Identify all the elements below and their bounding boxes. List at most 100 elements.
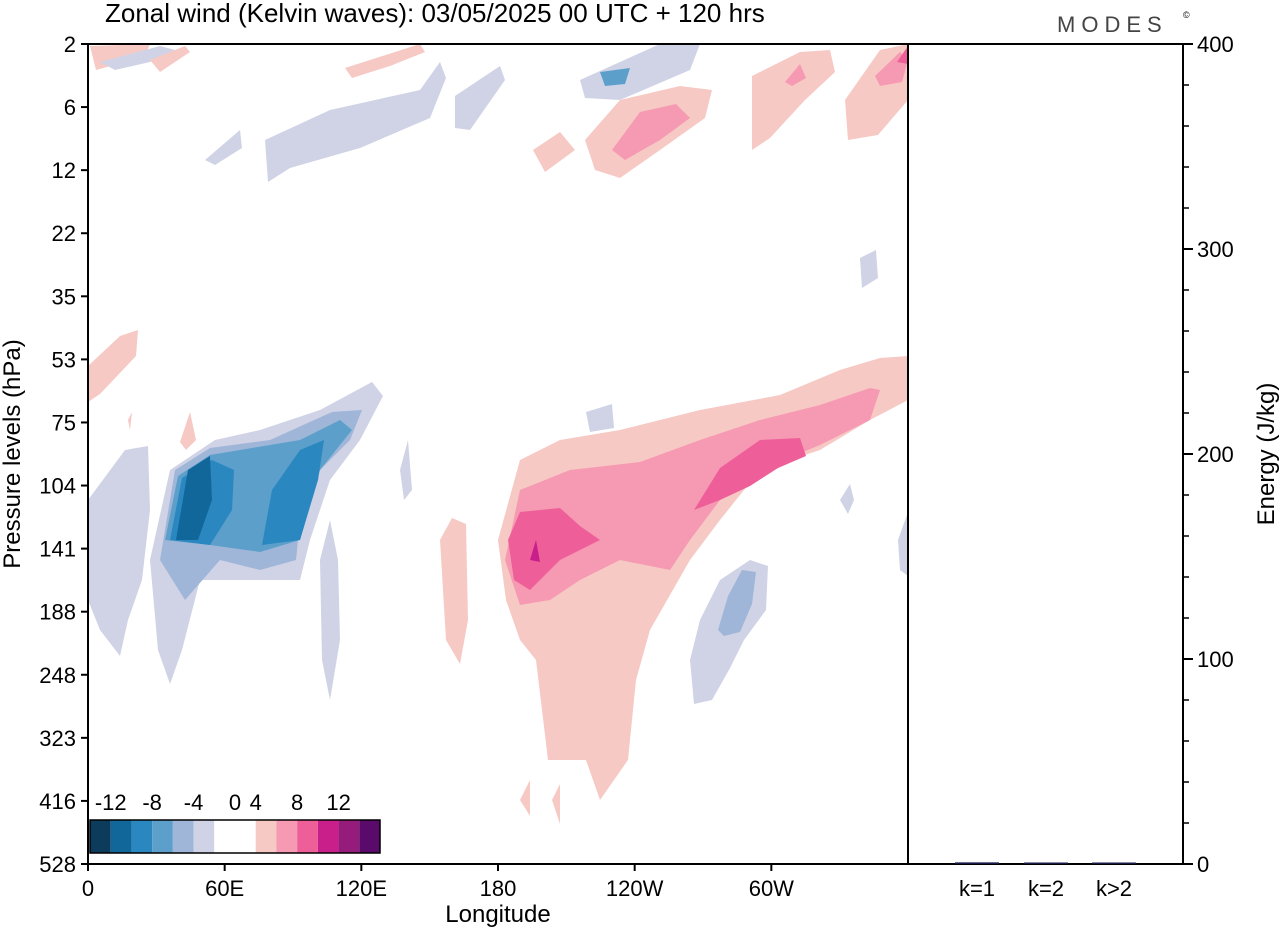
contour-region — [612, 104, 690, 160]
contour-region — [265, 62, 446, 182]
y-tick-label: 141 — [39, 537, 76, 562]
contour-region — [898, 512, 908, 576]
energy-frame — [907, 43, 1184, 865]
contour-region — [530, 540, 540, 562]
y-tick-label: 323 — [39, 726, 76, 751]
energy-tick-label: 300 — [1197, 237, 1234, 262]
heatmap-panel: 2 6 12 22 35 53 75 104 141 188 248 323 416 528 0 60E 12… — [0, 32, 909, 928]
energy-bars: k=1 k=2 k>2 — [955, 862, 1136, 901]
y-tick-label: 248 — [39, 663, 76, 688]
colorbar-label: -8 — [142, 790, 162, 815]
contour-region — [840, 484, 854, 514]
y-tick-label: 2 — [64, 32, 76, 57]
colorbar-swatch — [359, 820, 380, 853]
contour-region — [718, 570, 756, 636]
contour-region — [752, 50, 835, 150]
colorbar-swatch — [297, 820, 318, 853]
energy-bar — [1024, 862, 1068, 864]
contour-region — [100, 46, 175, 70]
y-tick-label: 75 — [52, 410, 76, 435]
contour-region — [586, 404, 614, 432]
y-tick-label: 6 — [64, 95, 76, 120]
contour-region — [455, 66, 505, 130]
brand-mark: © — [1183, 10, 1190, 20]
contour-region — [180, 412, 196, 450]
contour-region — [88, 446, 150, 656]
x-tick-label: 0 — [82, 876, 94, 901]
wind-contours — [88, 44, 908, 824]
contour-region — [785, 64, 806, 86]
colorbar-label: -12 — [95, 790, 127, 815]
energy-bar — [1092, 862, 1136, 864]
contour-region — [580, 44, 700, 100]
colorbar-legend: -12 -8 -4 0 4 8 12 — [89, 790, 381, 854]
y-axis-label: Pressure levels (hPa) — [0, 339, 26, 568]
y-tick-label: 35 — [52, 284, 76, 309]
colorbar-swatch — [338, 820, 360, 853]
brand-logo: MODES — [1057, 12, 1168, 37]
y-tick-label: 53 — [52, 347, 76, 372]
colorbar-swatch — [172, 820, 194, 853]
energy-tick-label: 400 — [1197, 32, 1234, 57]
colorbar-swatch — [90, 820, 111, 853]
y-tick-label: 104 — [39, 474, 76, 499]
chart-title: Zonal wind (Kelvin waves): 03/05/2025 00… — [105, 0, 765, 28]
contour-region — [860, 250, 878, 288]
energy-tick-label: 0 — [1197, 852, 1209, 877]
colorbar-swatch — [235, 820, 256, 853]
colorbar-swatch — [131, 820, 153, 853]
colorbar-swatch — [276, 820, 298, 853]
contour-region — [176, 456, 212, 540]
contour-region — [128, 412, 132, 430]
contour-region — [205, 130, 242, 165]
contour-region — [520, 780, 530, 816]
colorbar-swatch — [214, 820, 235, 853]
contour-region — [533, 132, 575, 172]
energy-bar — [955, 862, 999, 864]
colorbar-label: 0 — [229, 790, 241, 815]
x-tick-label: 120W — [606, 876, 664, 901]
energy-panel: k=1 k=2 k>2 0 100 200 300 400 Energy (J/kg) — [907, 32, 1280, 901]
x-tick-label: 60E — [205, 876, 244, 901]
energy-category-label: k=2 — [1028, 876, 1064, 901]
contour-region — [440, 518, 468, 664]
pressure-axis: 2 6 12 22 35 53 75 104 141 188 248 323 416 528 — [39, 32, 88, 877]
colorbar-swatch — [110, 820, 132, 853]
contour-region — [400, 440, 412, 500]
energy-category-label: k=1 — [959, 876, 995, 901]
colorbar-swatch — [317, 820, 339, 853]
colorbar-frame — [89, 819, 381, 854]
colorbar-label: -4 — [184, 790, 204, 815]
y-tick-label: 22 — [52, 221, 76, 246]
colorbar-label: 12 — [326, 790, 350, 815]
y-tick-label: 188 — [39, 600, 76, 625]
contour-region — [345, 44, 425, 78]
y-tick-label: 416 — [39, 789, 76, 814]
x-tick-label: 180 — [480, 876, 517, 901]
energy-axis: 0 100 200 300 400 — [1183, 32, 1234, 877]
contour-region — [694, 438, 806, 510]
energy-category-label: k>2 — [1096, 876, 1132, 901]
y-tick-label: 12 — [52, 158, 76, 183]
y-tick-label: 528 — [39, 852, 76, 877]
longitude-axis: 0 60E 120E 180 120W 60W — [82, 864, 794, 901]
contour-region — [508, 508, 600, 590]
energy-tick-label: 100 — [1197, 647, 1234, 672]
colorbar-swatch — [255, 820, 277, 853]
x-tick-label: 120E — [336, 876, 387, 901]
contour-region — [262, 440, 324, 545]
contour-region — [320, 520, 340, 700]
x-axis-label: Longitude — [445, 901, 550, 928]
contour-region — [552, 784, 560, 824]
colorbar-swatch — [152, 820, 173, 853]
energy-tick-label: 200 — [1197, 442, 1234, 467]
contour-region — [600, 68, 630, 86]
colorbar-label: 8 — [291, 790, 303, 815]
x-tick-label: 60W — [749, 876, 794, 901]
energy-axis-label: Energy (J/kg) — [1253, 383, 1280, 526]
contour-region — [150, 46, 190, 72]
colorbar-label: 4 — [250, 790, 262, 815]
contour-region — [88, 330, 138, 402]
contour-region — [897, 46, 908, 64]
